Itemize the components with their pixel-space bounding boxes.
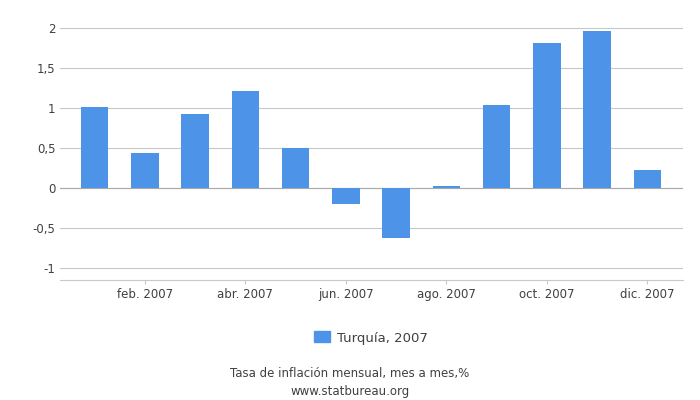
- Text: www.statbureau.org: www.statbureau.org: [290, 385, 410, 398]
- Bar: [433, 186, 460, 188]
- Bar: [583, 31, 611, 188]
- Bar: [634, 170, 661, 188]
- Bar: [533, 43, 561, 188]
- Bar: [332, 188, 360, 204]
- Bar: [232, 91, 259, 188]
- Bar: [282, 148, 309, 188]
- Bar: [131, 153, 159, 188]
- Text: Tasa de inflación mensual, mes a mes,%: Tasa de inflación mensual, mes a mes,%: [230, 368, 470, 380]
- Legend: Turquía, 2007: Turquía, 2007: [314, 332, 428, 344]
- Bar: [382, 188, 410, 238]
- Bar: [81, 107, 108, 188]
- Bar: [483, 105, 510, 188]
- Bar: [181, 114, 209, 188]
